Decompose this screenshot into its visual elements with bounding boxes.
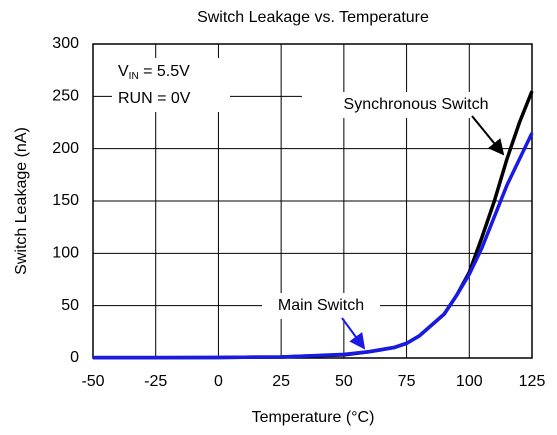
x-tick-label: 50 — [335, 373, 353, 390]
x-tick-label: 125 — [519, 373, 546, 390]
series-line — [92, 132, 534, 360]
chart-title: Switch Leakage vs. Temperature — [197, 9, 429, 26]
label-bg — [302, 92, 530, 118]
y-tick-label: 150 — [52, 192, 79, 209]
y-tick-label: 0 — [70, 349, 79, 366]
x-tick-label: -25 — [144, 373, 167, 390]
x-tick-label: 25 — [272, 373, 290, 390]
y-axis-label: Switch Leakage (nA) — [13, 127, 30, 275]
x-tick-label: 75 — [398, 373, 416, 390]
annotation-text: V — [118, 63, 129, 80]
x-tick-label: 0 — [214, 373, 223, 390]
annotation-rest: = 5.5V — [139, 63, 190, 80]
series-arrow — [341, 317, 366, 350]
x-tick-label: -50 — [81, 373, 104, 390]
y-tick-label: 200 — [52, 140, 79, 157]
y-tick-label: 300 — [52, 35, 79, 52]
x-axis-label: Temperature (°C) — [252, 409, 375, 426]
label-bg — [262, 293, 380, 319]
x-tick-label: 100 — [456, 373, 483, 390]
annotation: VIN = 5.5V — [118, 63, 190, 81]
y-tick-label: 50 — [61, 297, 79, 314]
annotation-bg — [112, 58, 230, 112]
series-label: Main Switch — [278, 297, 364, 314]
annotation: RUN = 0V — [118, 90, 191, 107]
y-tick-label: 250 — [52, 88, 79, 105]
series-arrow — [471, 115, 505, 156]
series-label: Synchronous Switch — [344, 96, 489, 113]
y-tick-label: 100 — [52, 245, 79, 262]
plot-frame — [92, 43, 533, 359]
annotation-sub: IN — [129, 71, 139, 82]
